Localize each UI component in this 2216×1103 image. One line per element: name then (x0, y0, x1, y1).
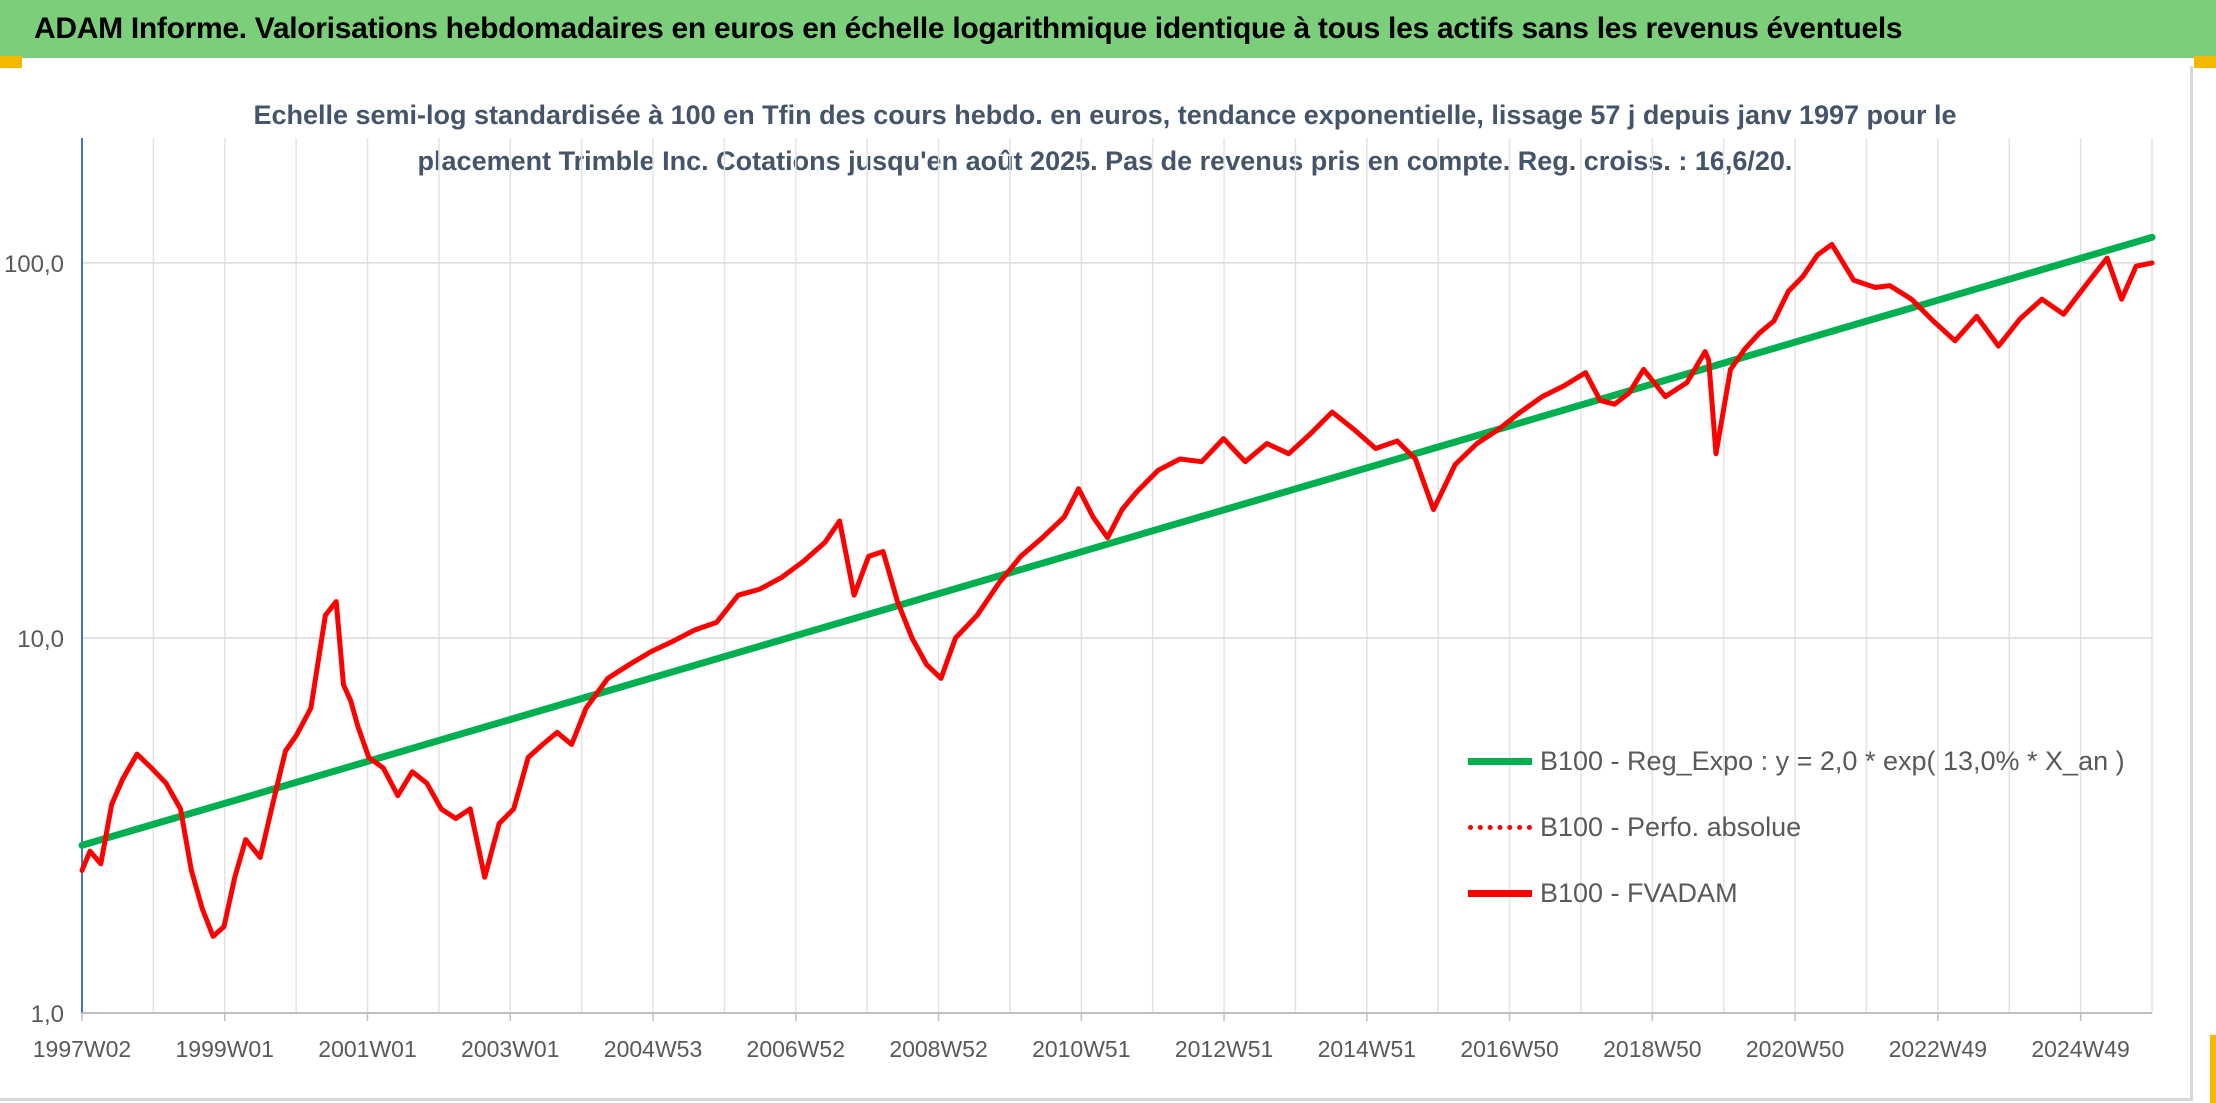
x-tick-label: 2008W52 (889, 1036, 987, 1062)
fvadam-line (79, 241, 2155, 939)
x-tick-label: 2024W49 (2031, 1036, 2129, 1062)
x-tick-label: 2004W53 (604, 1036, 702, 1062)
x-tick-label: 2016W50 (1460, 1036, 1558, 1062)
y-tick-label: 100,0 (4, 251, 64, 278)
x-tick-label: 2012W51 (1175, 1036, 1273, 1062)
x-tick-label: 2010W51 (1032, 1036, 1130, 1062)
series-layer (78, 233, 2156, 939)
trend-line (78, 233, 2156, 849)
report-title: ADAM Informe. Valorisations hebdomadaire… (34, 12, 1903, 45)
legend-swatch-absolute (1468, 824, 1532, 830)
x-tick-label: 1997W02 (33, 1036, 131, 1062)
chart-frame (0, 66, 2193, 1101)
right-edge-marker (2210, 1035, 2216, 1103)
x-tick-label: 2001W01 (318, 1036, 416, 1062)
legend-swatch-trend (1468, 757, 1532, 765)
right-corner-marker (2194, 56, 2216, 68)
x-tick-label: 2020W50 (1746, 1036, 1844, 1062)
x-tick-label: 2006W52 (747, 1036, 845, 1062)
chart-legend: B100 - Reg_Expo : y = 2,0 * exp( 13,0% *… (1468, 728, 2125, 926)
x-tick-label: 1999W01 (176, 1036, 274, 1062)
x-tick-label: 2022W49 (1889, 1036, 1987, 1062)
y-tick-label: 1,0 (31, 1001, 64, 1028)
legend-item-absolute: B100 - Perfo. absolue (1468, 794, 2125, 860)
chart-title: Echelle semi-log standardisée à 100 en T… (253, 100, 1957, 176)
y-tick-label: 10,0 (17, 626, 64, 653)
x-tick-label: 2003W01 (461, 1036, 559, 1062)
x-tick-label: 2014W51 (1318, 1036, 1416, 1062)
legend-label-fvadam: B100 - FVADAM (1540, 877, 1738, 908)
axis-layer: 1,0 10,0 100,0 1997W02 1999W01 2001W01 2003W01… (4, 138, 2152, 1062)
x-tick-label: 2018W50 (1603, 1036, 1701, 1062)
report-banner: ADAM Informe. Valorisations hebdomadaire… (0, 0, 2216, 58)
legend-item-fvadam: B100 - FVADAM (1468, 860, 2125, 926)
legend-swatch-fvadam (1468, 889, 1532, 897)
legend-label-absolute: B100 - Perfo. absolue (1540, 811, 1802, 842)
left-corner-marker (0, 56, 22, 68)
legend-label-trend: B100 - Reg_Expo : y = 2,0 * exp( 13,0% *… (1540, 745, 2125, 776)
legend-item-trend: B100 - Reg_Expo : y = 2,0 * exp( 13,0% *… (1468, 728, 2125, 794)
